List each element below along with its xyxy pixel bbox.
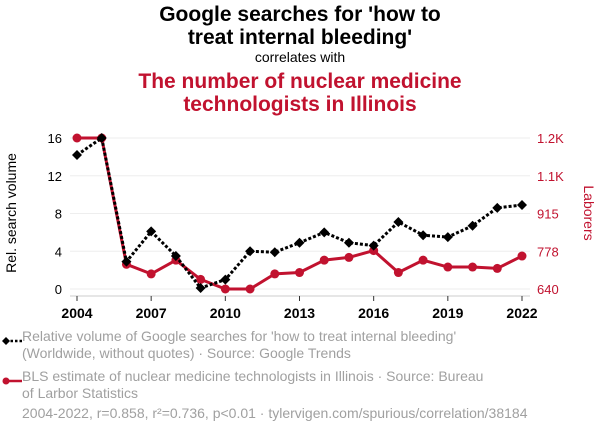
left-y-tick-label: 8 bbox=[55, 207, 62, 222]
gridlines bbox=[70, 137, 530, 290]
x-tick-label: 2019 bbox=[432, 305, 463, 321]
right-axis-label: Laborers bbox=[581, 185, 597, 240]
data-point-nuclear-technologists bbox=[468, 262, 478, 272]
right-y-tick-label: 640 bbox=[537, 282, 559, 297]
data-point-google-searches bbox=[146, 226, 157, 237]
data-point-nuclear-technologists bbox=[443, 262, 453, 272]
legend-icon-nuclear-technologists bbox=[2, 377, 22, 385]
right-y-tick-label: 1.2K bbox=[537, 131, 564, 146]
chart-plot: 2004 2007 2010 2013 2016 2019 2022 0 4 8 12 16 640… bbox=[3, 131, 597, 321]
data-point-google-searches bbox=[121, 256, 132, 267]
left-y-tick-label: 16 bbox=[48, 131, 62, 146]
left-y-tick-label: 12 bbox=[48, 169, 62, 184]
right-y-tick-label: 1.1K bbox=[537, 169, 564, 184]
right-y-tick-label: 778 bbox=[537, 244, 559, 259]
footer-stats: 2004-2022, r=0.858, r²=0.736, p<0.01 · t… bbox=[22, 405, 528, 421]
data-point-nuclear-technologists bbox=[270, 269, 280, 279]
chart-title-line1: Google searches for 'how to bbox=[159, 3, 441, 26]
data-point-google-searches bbox=[220, 274, 231, 285]
chart-title-line2: treat internal bleeding' bbox=[187, 26, 413, 49]
legend-item-google-searches: Relative volume of Google searches for '… bbox=[22, 328, 456, 362]
legend-text-line1: Relative volume of Google searches for '… bbox=[22, 328, 457, 344]
data-point-google-searches bbox=[269, 247, 280, 258]
chart-second-title-line1: The number of nuclear medicine bbox=[138, 70, 462, 93]
data-point-google-searches bbox=[393, 216, 404, 227]
series-google-searches bbox=[72, 133, 527, 294]
left-y-axis: 0 4 8 12 16 bbox=[48, 131, 62, 297]
right-y-tick-label: 915 bbox=[537, 207, 559, 222]
left-y-tick-label: 0 bbox=[55, 282, 62, 297]
data-point-google-searches bbox=[368, 240, 379, 251]
data-point-google-searches bbox=[442, 232, 453, 243]
legend-text-line2: of Larbor Statistics bbox=[22, 385, 138, 401]
data-point-google-searches bbox=[319, 227, 330, 238]
data-point-nuclear-technologists bbox=[196, 274, 206, 284]
left-axis-label: Rel. search volume bbox=[3, 153, 19, 273]
data-point-google-searches bbox=[170, 250, 181, 261]
x-tick-label: 2010 bbox=[210, 305, 241, 321]
data-point-google-searches bbox=[72, 149, 82, 160]
data-point-nuclear-technologists bbox=[146, 269, 156, 279]
data-point-google-searches bbox=[517, 200, 527, 211]
legend-icon-google-searches bbox=[2, 337, 22, 345]
x-tick-label: 2022 bbox=[506, 305, 537, 321]
data-point-nuclear-technologists bbox=[220, 284, 230, 294]
data-point-nuclear-technologists bbox=[245, 284, 255, 294]
data-point-google-searches bbox=[195, 283, 206, 294]
data-point-nuclear-technologists bbox=[295, 268, 304, 278]
data-point-google-searches bbox=[343, 237, 354, 248]
data-point-google-searches bbox=[418, 230, 429, 241]
left-y-tick-label: 4 bbox=[55, 244, 62, 259]
right-y-axis: 640 778 915 1.1K 1.2K bbox=[537, 131, 564, 297]
x-tick-label: 2004 bbox=[61, 305, 92, 321]
legend-text-line1: BLS estimate of nuclear medicine technol… bbox=[22, 368, 484, 384]
data-point-nuclear-technologists bbox=[418, 255, 428, 265]
data-point-nuclear-technologists bbox=[319, 255, 329, 265]
x-tick-label: 2016 bbox=[358, 305, 389, 321]
data-point-google-searches bbox=[492, 202, 503, 213]
data-point-google-searches bbox=[467, 220, 478, 231]
chart-second-title-line2: technologists in Illinois bbox=[183, 93, 417, 116]
data-point-nuclear-technologists bbox=[344, 252, 354, 262]
data-point-google-searches bbox=[294, 237, 305, 248]
data-point-nuclear-technologists bbox=[517, 251, 527, 261]
data-point-nuclear-technologists bbox=[393, 268, 403, 278]
legend-text-line2: (Worldwide, without quotes) · Source: Go… bbox=[22, 345, 351, 361]
x-tick-label: 2007 bbox=[136, 305, 167, 321]
data-point-nuclear-technologists bbox=[492, 263, 502, 273]
data-point-google-searches bbox=[245, 246, 256, 257]
chart-connector-text: correlates with bbox=[254, 49, 346, 65]
data-point-google-searches bbox=[96, 133, 107, 143]
x-tick-label: 2013 bbox=[284, 305, 315, 321]
data-point-nuclear-technologists bbox=[72, 133, 82, 143]
legend-item-nuclear-technologists: BLS estimate of nuclear medicine technol… bbox=[22, 368, 483, 402]
x-axis: 2004 2007 2010 2013 2016 2019 2022 bbox=[61, 295, 538, 321]
